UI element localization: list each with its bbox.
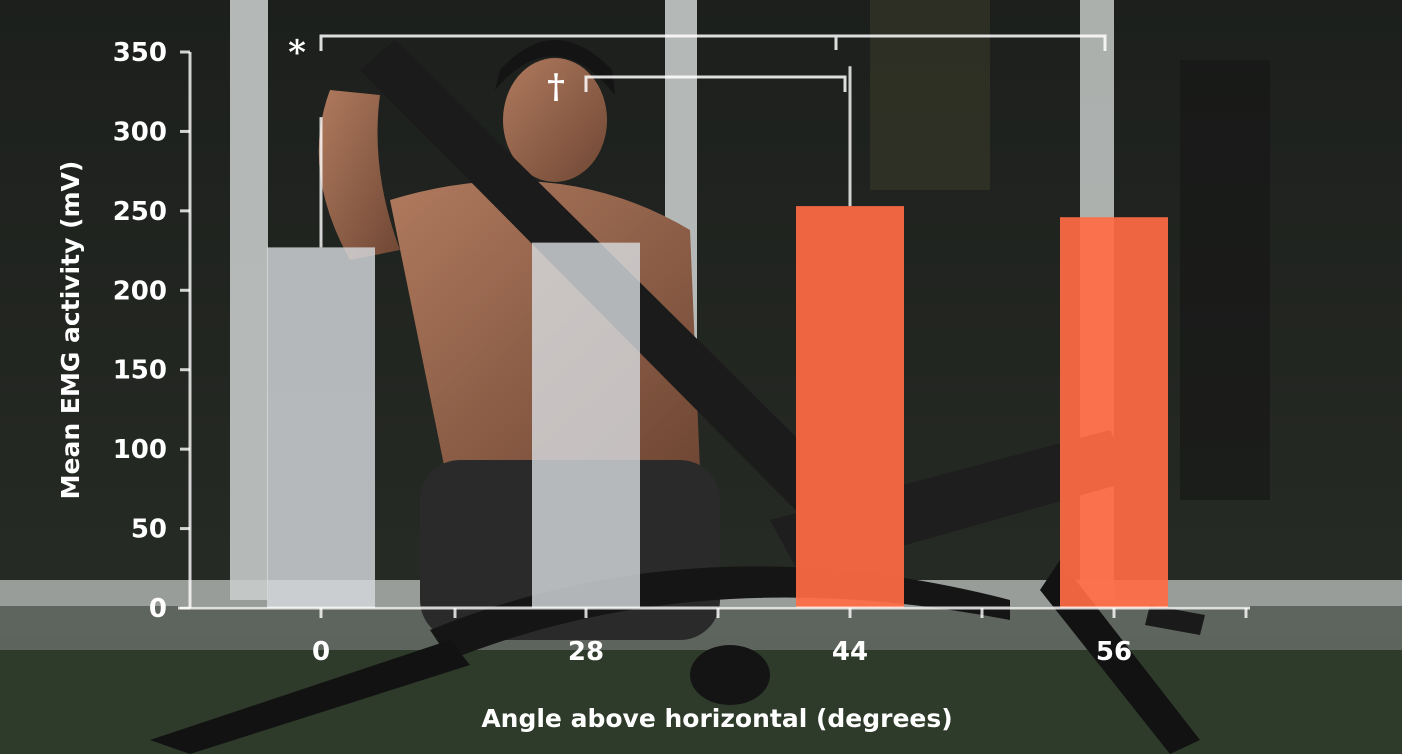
bars-layer	[267, 206, 1168, 608]
y-tick-label: 200	[113, 276, 167, 306]
axes	[178, 52, 1250, 610]
y-axis-title: Mean EMG activity (mV)	[56, 161, 85, 500]
significance-symbol: †	[547, 67, 565, 107]
y-tick-label: 350	[113, 38, 167, 68]
x-tick-label: 28	[568, 637, 604, 667]
y-ticks: 0 50 100 150 200 250 300 350	[113, 38, 190, 624]
bar-28	[532, 242, 640, 608]
y-tick-label: 0	[149, 594, 167, 624]
error-bars-layer	[319, 66, 852, 248]
significance-bracket-1	[319, 34, 1107, 51]
x-tick-label: 44	[832, 637, 868, 667]
y-tick-label: 300	[113, 117, 167, 147]
bar-44	[796, 206, 904, 608]
bar-0	[267, 247, 375, 608]
x-tick-label: 56	[1096, 637, 1132, 667]
significance-brackets: *†	[288, 33, 1107, 107]
x-axis-title: Angle above horizontal (degrees)	[481, 704, 952, 733]
y-tick-label: 50	[131, 515, 167, 545]
x-tick-label: 0	[312, 637, 330, 667]
y-tick-label: 250	[113, 197, 167, 227]
y-tick-label: 150	[113, 356, 167, 386]
x-ticks: 0 28 44 56	[312, 608, 1248, 667]
significance-bracket-2	[584, 75, 847, 92]
y-tick-label: 100	[113, 435, 167, 465]
bar-56	[1060, 217, 1168, 608]
significance-symbol: *	[288, 33, 306, 73]
